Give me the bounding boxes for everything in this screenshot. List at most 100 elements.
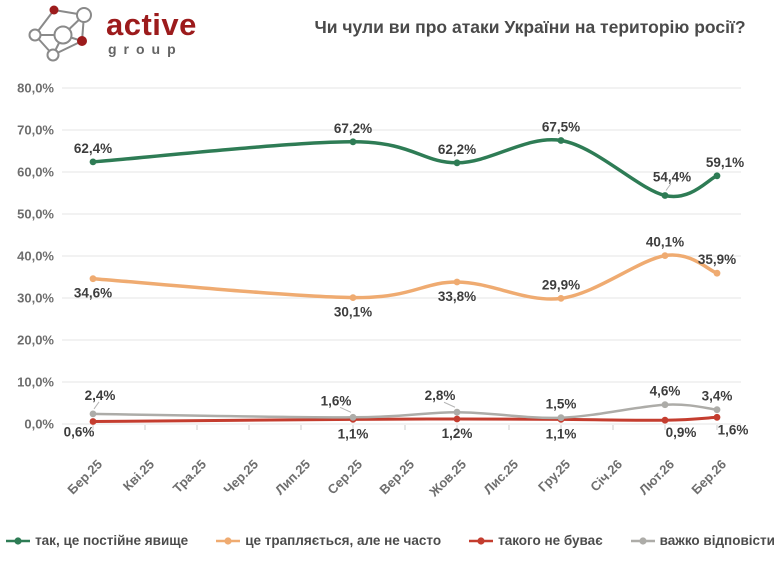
series-line bbox=[91, 138, 719, 199]
data-point-label: 0,9% bbox=[666, 425, 697, 440]
data-point-marker bbox=[661, 401, 669, 409]
logo-text: active group bbox=[106, 6, 197, 57]
legend-item: так, це постійне явище bbox=[5, 533, 188, 548]
data-point-label: 67,5% bbox=[542, 120, 580, 135]
data-point-marker bbox=[713, 413, 721, 421]
legend-marker-icon bbox=[216, 536, 241, 545]
series-line bbox=[91, 403, 719, 420]
page-title: Чи чули ви про атаки України на територі… bbox=[314, 17, 746, 37]
data-point-label: 35,9% bbox=[698, 252, 736, 267]
line-chart: 0,0% 10,0% 20,0% 30,0% 40,0% 50,0% 60,0% 70,0% 8… bbox=[0, 75, 780, 515]
legend-item: це трапляється, але не часто bbox=[215, 533, 441, 548]
header: active group Чи чули ви про атаки Україн… bbox=[0, 0, 780, 72]
active-group-logo: active group bbox=[22, 2, 197, 62]
x-tick-label: Сер.25 bbox=[324, 457, 365, 498]
legend-item-label: такого не буває bbox=[498, 533, 603, 548]
chart-legend: так, це постійне явище це трапляється, ал… bbox=[0, 533, 780, 548]
data-point-label: 62,2% bbox=[438, 142, 476, 157]
legend-item: важко відповісти bbox=[630, 533, 775, 548]
data-point-label: 59,1% bbox=[706, 155, 744, 170]
data-point-marker bbox=[557, 295, 565, 302]
data-point-label: 30,1% bbox=[334, 305, 372, 320]
label-leader-line bbox=[443, 401, 456, 408]
line-chart-svg: 0,0% 10,0% 20,0% 30,0% 40,0% 50,0% 60,0% 70,0% 8… bbox=[17, 81, 749, 501]
data-point-label: 54,4% bbox=[653, 170, 691, 185]
data-point-marker bbox=[661, 192, 669, 199]
legend-marker-icon bbox=[6, 536, 31, 545]
data-point-label: 2,8% bbox=[425, 388, 456, 403]
x-tick-label: Чер.25 bbox=[221, 457, 262, 498]
data-point-marker bbox=[349, 294, 357, 301]
x-axis-ticks bbox=[92, 425, 718, 430]
data-point-marker bbox=[89, 418, 97, 425]
data-point-label: 33,8% bbox=[438, 289, 476, 304]
data-point-marker bbox=[661, 416, 669, 424]
series-line bbox=[91, 253, 719, 301]
data-point-marker bbox=[713, 269, 721, 277]
data-point-label: 67,2% bbox=[334, 121, 372, 136]
data-point-label: 1,1% bbox=[546, 426, 577, 441]
data-point-marker bbox=[453, 159, 461, 167]
label-leader-line bbox=[665, 183, 672, 191]
data-point-marker bbox=[453, 278, 461, 286]
data-point-label: 29,9% bbox=[542, 277, 580, 292]
x-tick-label: Тра.25 bbox=[170, 457, 209, 496]
y-tick-label: 70,0% bbox=[17, 123, 54, 138]
legend-item: такого не буває bbox=[468, 533, 603, 548]
data-point-label: 2,4% bbox=[85, 388, 116, 403]
x-tick-label: Лют.26 bbox=[636, 457, 677, 498]
x-tick-label: Лип.25 bbox=[272, 457, 313, 498]
y-tick-label: 50,0% bbox=[17, 207, 54, 222]
legend-item-label: так, це постійне явище bbox=[35, 533, 189, 548]
data-point-marker bbox=[89, 410, 97, 418]
x-tick-label: Кві.25 bbox=[120, 457, 157, 494]
x-axis-labels: Бер.25 Кві.25 Тра.25 Чер.25 Лип.25 Сер.25 Вер.… bbox=[64, 457, 729, 501]
x-tick-label: Жов.25 bbox=[426, 457, 470, 501]
data-point-marker bbox=[713, 172, 721, 180]
series-3: 2,4% 1,6% 2,8% 1,5% 4,6% 3,4% bbox=[85, 384, 733, 422]
legend-marker-icon bbox=[630, 536, 655, 545]
x-tick-label: Січ.26 bbox=[587, 457, 625, 495]
data-point-label: 1,6% bbox=[321, 393, 352, 408]
y-tick-label: 80,0% bbox=[17, 81, 54, 96]
series-1: 34,6% 30,1% 33,8% 29,9% 40,1% 35,9% bbox=[74, 235, 736, 320]
data-point-label: 34,6% bbox=[74, 286, 112, 301]
data-point-marker bbox=[557, 414, 565, 422]
legend-item-label: це трапляється, але не часто bbox=[245, 533, 442, 548]
legend-marker-icon bbox=[469, 536, 494, 545]
brand-name: active bbox=[106, 6, 197, 42]
data-point-marker bbox=[713, 406, 721, 414]
data-point-marker bbox=[661, 252, 669, 259]
y-tick-label: 0,0% bbox=[24, 417, 54, 432]
x-tick-label: Вер.25 bbox=[376, 457, 417, 498]
y-tick-label: 10,0% bbox=[17, 375, 54, 390]
data-point-marker bbox=[89, 275, 97, 283]
y-axis-labels: 0,0% 10,0% 20,0% 30,0% 40,0% 50,0% 60,0% 70,0% 8… bbox=[17, 81, 54, 432]
data-point-label: 1,1% bbox=[338, 426, 369, 441]
y-tick-label: 60,0% bbox=[17, 165, 54, 180]
data-point-label: 1,6% bbox=[718, 422, 749, 437]
y-tick-label: 20,0% bbox=[17, 333, 54, 348]
x-tick-label: Гру.25 bbox=[535, 457, 573, 495]
network-logo-icon bbox=[28, 5, 92, 62]
data-point-label: 62,4% bbox=[74, 141, 112, 156]
label-leader-line bbox=[339, 406, 352, 413]
data-point-marker bbox=[89, 158, 97, 166]
data-point-marker bbox=[453, 415, 461, 423]
data-point-marker bbox=[349, 413, 357, 421]
series-line bbox=[91, 415, 719, 423]
data-point-label: 1,5% bbox=[546, 397, 577, 412]
data-point-marker bbox=[557, 137, 565, 144]
legend-item-label: важко відповісти bbox=[659, 533, 775, 548]
data-point-label: 40,1% bbox=[646, 235, 684, 250]
data-point-label: 1,2% bbox=[442, 426, 473, 441]
data-point-label: 4,6% bbox=[650, 384, 681, 399]
series-0: 62,4% 67,2% 62,2% 67,5% 54,4% 59,1% bbox=[74, 120, 744, 199]
x-tick-label: Бер.25 bbox=[64, 457, 105, 498]
data-point-label: 0,6% bbox=[64, 425, 95, 440]
data-point-marker bbox=[453, 408, 461, 416]
data-point-label: 3,4% bbox=[702, 389, 733, 404]
x-tick-label: Бер.26 bbox=[688, 457, 729, 498]
y-tick-label: 40,0% bbox=[17, 249, 54, 264]
